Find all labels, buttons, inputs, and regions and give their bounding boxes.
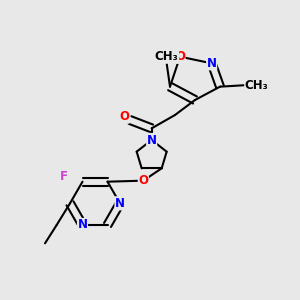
Text: F: F: [60, 170, 68, 183]
Text: N: N: [115, 197, 125, 210]
Text: O: O: [175, 50, 185, 63]
Text: O: O: [119, 110, 129, 123]
Text: O: O: [138, 174, 148, 187]
Text: N: N: [77, 218, 88, 232]
Text: CH₃: CH₃: [155, 50, 178, 63]
Text: N: N: [207, 57, 217, 70]
Text: CH₃: CH₃: [245, 79, 268, 92]
Text: N: N: [147, 134, 157, 146]
